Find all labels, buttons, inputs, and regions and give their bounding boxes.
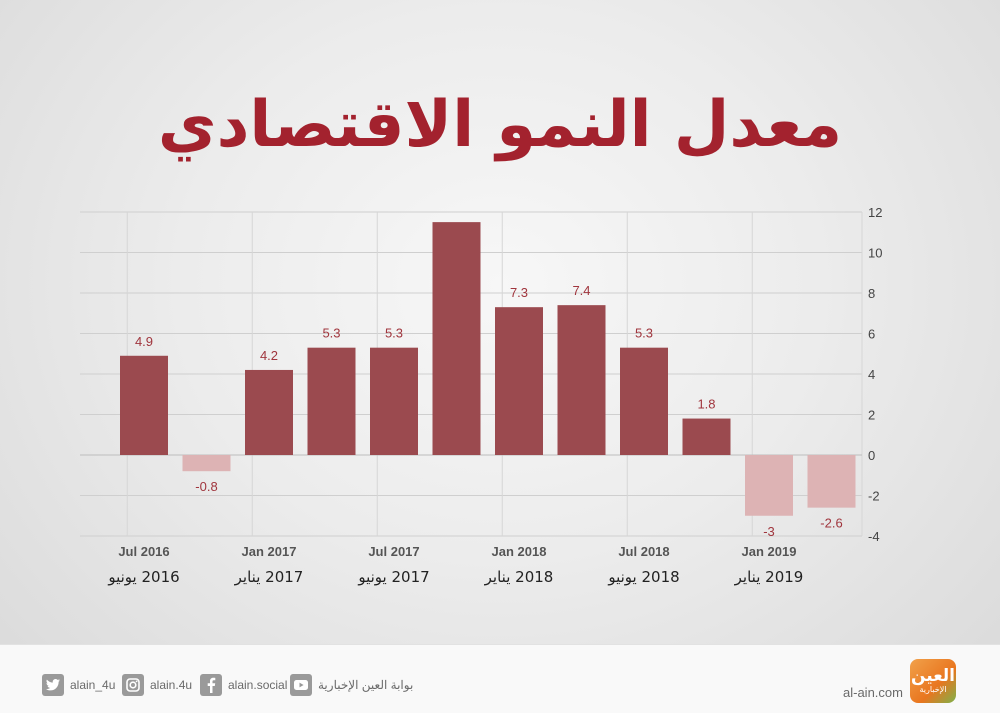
x-tick-label-en: Jul 2016 bbox=[118, 544, 169, 559]
facebook-link[interactable]: alain.social bbox=[200, 673, 287, 697]
x-tick-label-ar: 2019 يناير bbox=[734, 568, 804, 586]
x-tick-label-ar: 2017 يونيو bbox=[357, 568, 429, 586]
instagram-icon bbox=[122, 674, 144, 696]
data-label: 5.3 bbox=[385, 326, 403, 341]
logo-text-sub: الإخبارية bbox=[919, 685, 947, 694]
y-tick-label: 10 bbox=[868, 246, 882, 261]
data-label: -0.8 bbox=[195, 479, 217, 494]
bar bbox=[370, 347, 418, 455]
y-tick-label: 12 bbox=[868, 205, 882, 220]
x-tick-label-ar: 2018 يونيو bbox=[607, 568, 679, 586]
data-label: -2.6 bbox=[820, 516, 842, 531]
chart-title: معدل النمو الاقتصادي bbox=[157, 88, 843, 162]
y-tick-label: -4 bbox=[868, 529, 880, 544]
data-label: 1.8 bbox=[697, 397, 715, 412]
data-label: 4.9 bbox=[135, 334, 153, 349]
y-tick-label: 6 bbox=[868, 327, 875, 342]
x-tick-label-en: Jan 2019 bbox=[742, 544, 797, 559]
bar bbox=[307, 347, 356, 455]
y-tick-label: 4 bbox=[868, 367, 875, 382]
bar bbox=[745, 455, 793, 516]
y-tick-label: 0 bbox=[868, 448, 875, 463]
x-tick-label-ar: 2017 يناير bbox=[234, 568, 304, 586]
x-tick-label-ar: 2018 يناير bbox=[484, 568, 554, 586]
bar bbox=[432, 222, 481, 455]
facebook-icon bbox=[200, 674, 222, 696]
bar bbox=[120, 355, 168, 455]
x-tick-label-ar: 2016 يونيو bbox=[107, 568, 179, 586]
data-label: 7.4 bbox=[572, 283, 590, 298]
y-tick-label: 8 bbox=[868, 286, 875, 301]
x-tick-label-en: Jul 2017 bbox=[368, 544, 419, 559]
bar bbox=[620, 347, 668, 455]
data-label: 4.2 bbox=[260, 348, 278, 363]
logo-text-main: العين bbox=[910, 666, 956, 686]
facebook-handle: alain.social bbox=[228, 678, 288, 692]
x-tick-label-en: Jan 2018 bbox=[492, 544, 547, 559]
data-label: 5.3 bbox=[322, 326, 340, 341]
instagram-handle: alain.4u bbox=[150, 678, 193, 692]
bar bbox=[807, 455, 856, 508]
youtube-icon bbox=[290, 674, 312, 696]
brand-logo: العين الإخبارية bbox=[910, 659, 956, 703]
twitter-link[interactable]: alain_4u bbox=[42, 673, 115, 697]
bar bbox=[495, 307, 543, 455]
bar bbox=[682, 418, 731, 455]
y-tick-label: -2 bbox=[868, 489, 880, 504]
twitter-icon bbox=[42, 674, 64, 696]
instagram-link[interactable]: alain.4u bbox=[122, 673, 192, 697]
site-url[interactable]: al-ain.com bbox=[843, 685, 903, 700]
bar-chart: -4 -2 0 2 4 6 8 10 12 4.9 -0.8 4.2 5.3 5.3 7.3 7.4 5.3 1.… bbox=[80, 205, 882, 586]
youtube-link[interactable]: بوابة العين الإخبارية bbox=[290, 673, 413, 697]
twitter-handle: alain_4u bbox=[70, 678, 116, 692]
y-tick-label: 2 bbox=[868, 408, 875, 423]
x-tick-label-en: Jan 2017 bbox=[242, 544, 297, 559]
youtube-channel: بوابة العين الإخبارية bbox=[318, 678, 414, 692]
data-label: -3 bbox=[763, 524, 775, 539]
data-label: 5.3 bbox=[635, 326, 653, 341]
footer: alain_4u alain.4u alain.social بوابة الع… bbox=[0, 644, 1000, 713]
bar bbox=[557, 305, 606, 455]
data-label: 7.3 bbox=[510, 285, 528, 300]
x-tick-label-en: Jul 2018 bbox=[618, 544, 669, 559]
bar bbox=[182, 455, 231, 472]
bar bbox=[245, 369, 293, 455]
